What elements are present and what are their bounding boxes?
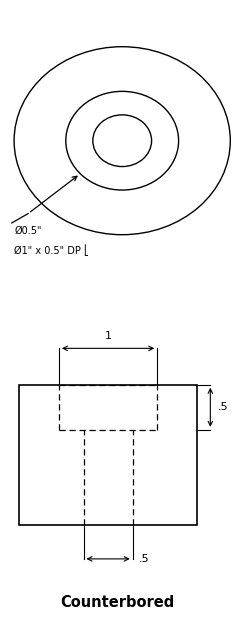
Text: 1: 1 — [105, 331, 112, 341]
Text: Ø0.5": Ø0.5" — [14, 225, 42, 235]
Text: Ø1" x 0.5" DP ⎣: Ø1" x 0.5" DP ⎣ — [14, 244, 89, 256]
Text: .5: .5 — [139, 554, 149, 564]
Text: Counterbored: Counterbored — [60, 595, 175, 611]
Bar — [19, 385, 197, 525]
Text: .5: .5 — [217, 403, 228, 412]
